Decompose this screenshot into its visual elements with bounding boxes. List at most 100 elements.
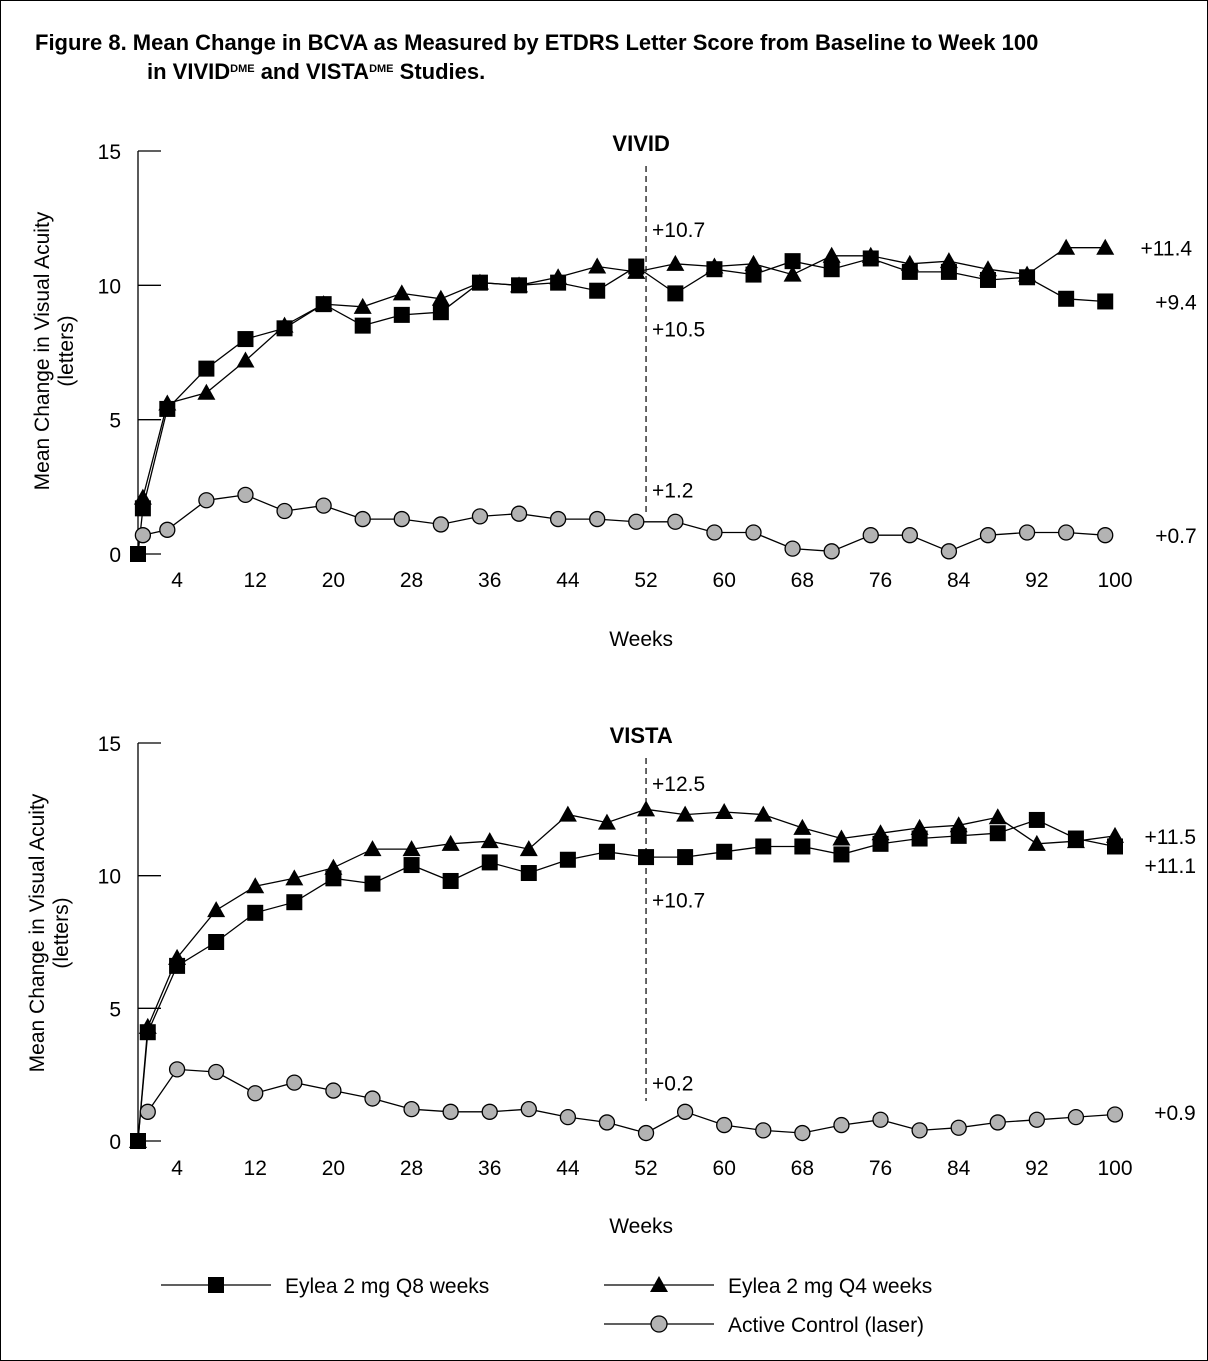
legend-item-q4: Eylea 2 mg Q4 weeks [604, 1275, 932, 1298]
legend-square-marker-icon [208, 1277, 224, 1293]
vivid-laser-circle-point [1097, 527, 1114, 544]
vista-q8-square-point [403, 857, 420, 874]
vista-q4-triangle-point [129, 1132, 147, 1148]
legend: Eylea 2 mg Q8 weeks Eylea 2 mg Q4 weeks … [161, 1275, 932, 1337]
vista-laser-circle-point [989, 1114, 1006, 1131]
title-part-vivid: in VIVID [147, 59, 231, 84]
vivid-laser-circle-point [745, 524, 762, 541]
vista-laser-circle-point [755, 1122, 772, 1139]
vista-y-axis-label-line1: Mean Change in Visual Acuity [26, 793, 49, 1072]
vivid-q4-triangle-point [314, 295, 333, 312]
vivid-q4-triangle-point [431, 289, 450, 306]
vista-x-tick-label: 92 [1025, 1157, 1048, 1180]
vivid-laser-circle-point [237, 486, 254, 504]
vista-laser-circle-point [481, 1103, 498, 1120]
figure-title-line2: in VIVIDDME and VISTADME Studies. [35, 57, 1195, 86]
vista-x-tick-label: 12 [244, 1157, 267, 1180]
vivid-laser-circle-point [823, 543, 840, 560]
vivid-q8-square-point [667, 285, 684, 302]
vista-x-tick-label: 28 [400, 1157, 423, 1180]
vivid-x-tick-label: 12 [244, 569, 267, 592]
vivid-q8-square-point [1058, 290, 1075, 307]
vivid-laser-circle-point [1058, 524, 1075, 541]
vista-laser-circle-point [833, 1116, 850, 1134]
vivid-q8-square-point [130, 546, 146, 562]
vista-q4-triangle-point [246, 877, 265, 894]
vista-laser-circle-point [286, 1074, 303, 1091]
vista-q8-square-point [1028, 811, 1045, 828]
vivid-laser-circle-point [354, 510, 371, 528]
vista-x-axis-label: Weeks [609, 1215, 673, 1238]
vista-q4-triangle-point [832, 829, 851, 846]
chart-vista: 0 5 10 15 4 12 20 28 36 44 52 60 68 76 84 92 100 Weeks Mea… [26, 723, 1196, 1238]
vivid-q4-triangle-point [939, 252, 958, 269]
vista-q4-triangle-point [871, 824, 890, 841]
vista-laser-circle-point [1028, 1111, 1045, 1128]
legend-q4-label: Eylea 2 mg Q4 weeks [728, 1275, 932, 1298]
vista-q4-triangle-point [793, 818, 812, 835]
vivid-x-tick-label: 4 [171, 569, 183, 592]
vivid-q4-triangle-point [822, 246, 841, 263]
vivid-q4-triangle-point [549, 268, 568, 285]
vivid-q4-triangle-point [744, 254, 763, 271]
vivid-q8-square-point [1097, 293, 1114, 310]
vista-q8-square-point [442, 872, 459, 889]
figure-title: Figure 8. Mean Change in BCVA as Measure… [35, 28, 1195, 86]
vivid-laser-circle-point [471, 508, 489, 525]
vivid-laser-circle-point [159, 521, 176, 538]
vivid-y-axis-label-line1: Mean Change in Visual Acuity [31, 211, 54, 490]
vista-q4-triangle-point [402, 840, 421, 857]
vivid-x-tick-label: 84 [947, 569, 971, 592]
vivid-x-tick-label: 20 [322, 569, 345, 592]
vista-q4-triangle-point [1106, 826, 1124, 843]
vivid-q8-square-point [198, 360, 215, 377]
vista-y-tick-label: 10 [98, 866, 121, 889]
vista-x-tick-label: 36 [478, 1157, 501, 1180]
vista-chart-title: VISTA [610, 723, 673, 748]
chart-vivid: 0 5 10 15 4 12 20 28 36 44 52 60 68 76 84 92 100 Weeks Mea… [31, 131, 1197, 651]
vista-q8-square-point [833, 846, 850, 863]
vista-x-tick-label: 76 [869, 1157, 892, 1180]
vista-laser-circle-point [403, 1101, 420, 1118]
vista-q8-square-point [755, 838, 772, 855]
vivid-laser-circle-point [589, 510, 606, 528]
vista-laser-circle-point [950, 1119, 967, 1136]
legend-q8-label: Eylea 2 mg Q8 weeks [285, 1275, 489, 1298]
vivid-x-tick-label: 44 [556, 569, 580, 592]
title-sup-vista: DME [369, 63, 394, 75]
vivid-q4-triangle-point [588, 257, 607, 274]
vivid-q4-triangle-point [236, 351, 255, 368]
vivid-laser-circle-point [979, 527, 997, 544]
vivid-q8-square-point [589, 282, 606, 299]
vivid-q4-triangle-point [900, 254, 919, 271]
vista-x-tick-label: 100 [1097, 1157, 1132, 1180]
vivid-q4-triangle-point [666, 254, 685, 271]
title-part-end: Studies. [393, 59, 486, 84]
vivid-laser-circle-point [393, 510, 410, 528]
vivid-laser-circle-point [549, 510, 567, 528]
legend-item-q8: Eylea 2 mg Q8 weeks [161, 1275, 489, 1298]
vivid-laser-circle-point [940, 543, 958, 560]
vista-q8-square-point [677, 849, 694, 866]
vivid-laser-circle-point [134, 527, 152, 544]
vivid-q4-triangle-point [627, 262, 646, 279]
vista-q4-triangle-point [168, 948, 187, 965]
vivid-series-triangle-line [142, 247, 1106, 498]
vista-q4-triangle-point [363, 840, 382, 857]
vista-q8-square-point [481, 854, 498, 871]
vista-laser-circle-point [1106, 1106, 1124, 1123]
vivid-y-axis-label: Mean Change in Visual Acuity(letters) [31, 211, 78, 490]
vivid-laser-circle-point [706, 524, 723, 541]
vista-q4-triangle-point [715, 802, 734, 819]
vivid-q4-triangle-point [353, 297, 372, 314]
vivid-q4-triangle-point [275, 316, 294, 333]
vivid-laser-circle-point [628, 513, 645, 530]
vivid-laser-circle-point [432, 516, 450, 533]
vista-q4-triangle-point [910, 818, 929, 835]
vivid-q4-triangle-point [705, 257, 724, 274]
vivid-laser-circle-point [784, 540, 801, 557]
vista-y-axis-label: Mean Change in Visual Acuity(letters) [26, 793, 73, 1072]
vista-laser-circle-point [139, 1103, 156, 1120]
vista-value-annotation: +10.7 [652, 890, 705, 913]
